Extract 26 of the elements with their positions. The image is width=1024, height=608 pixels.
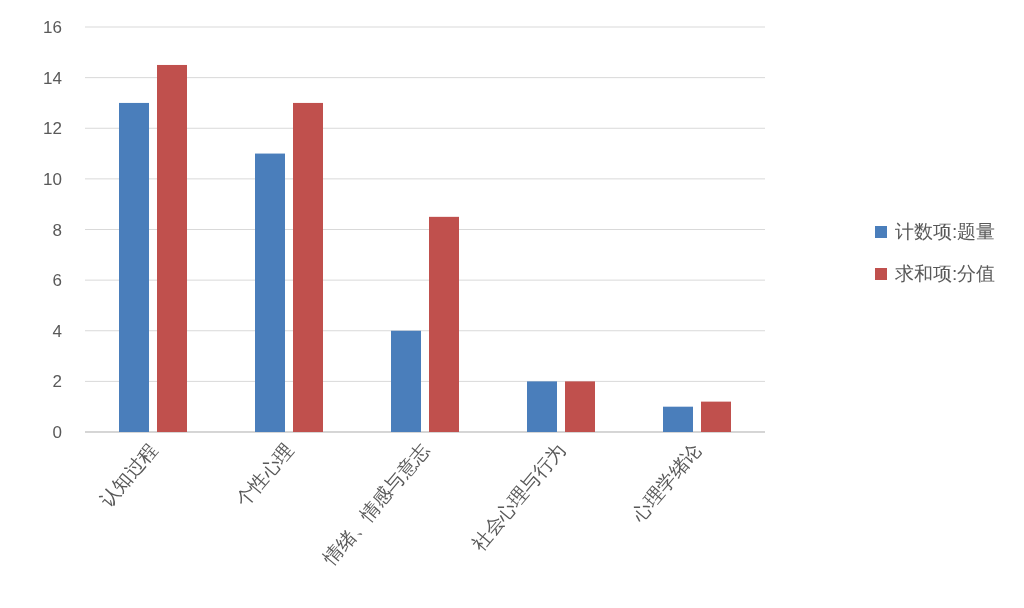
legend-label: 计数项:题量: [895, 221, 996, 242]
bar: [701, 401, 731, 432]
bar: [565, 381, 595, 432]
bar: [293, 102, 323, 432]
bar: [391, 330, 421, 432]
x-tick-label: 社会心理与行为: [467, 439, 570, 555]
x-tick-label: 心理学绪论: [627, 439, 706, 527]
y-tick-label: 8: [52, 220, 62, 240]
bar: [527, 381, 557, 432]
y-tick-label: 0: [52, 423, 62, 442]
x-tick-label: 情绪、情感与意志: [318, 439, 434, 570]
y-tick-label: 2: [52, 372, 62, 392]
legend-label: 求和项:分值: [895, 263, 996, 284]
y-tick-label: 4: [52, 321, 62, 341]
x-tick-label: 认知过程: [96, 439, 162, 511]
y-tick-label: 10: [43, 169, 62, 189]
bar: [663, 406, 693, 432]
bar: [255, 153, 285, 432]
bar: [429, 216, 459, 432]
x-tick-label: 个性心理: [232, 439, 298, 511]
y-tick-label: 16: [43, 18, 62, 37]
bar: [119, 102, 149, 432]
y-tick-label: 12: [43, 119, 62, 139]
y-tick-label: 6: [52, 271, 62, 291]
bar: [157, 64, 187, 432]
y-tick-label: 14: [43, 68, 62, 88]
